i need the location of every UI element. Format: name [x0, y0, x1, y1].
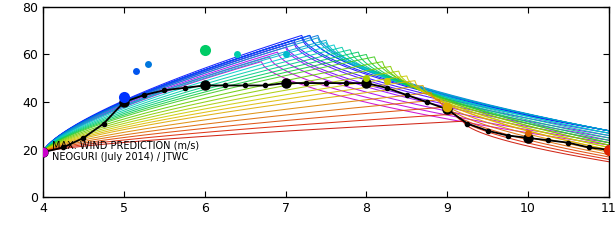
Text: MAX. WIND PREDICTION (m/s)
NEOGURI (July 2014) / JTWC: MAX. WIND PREDICTION (m/s) NEOGURI (July… [52, 140, 199, 162]
